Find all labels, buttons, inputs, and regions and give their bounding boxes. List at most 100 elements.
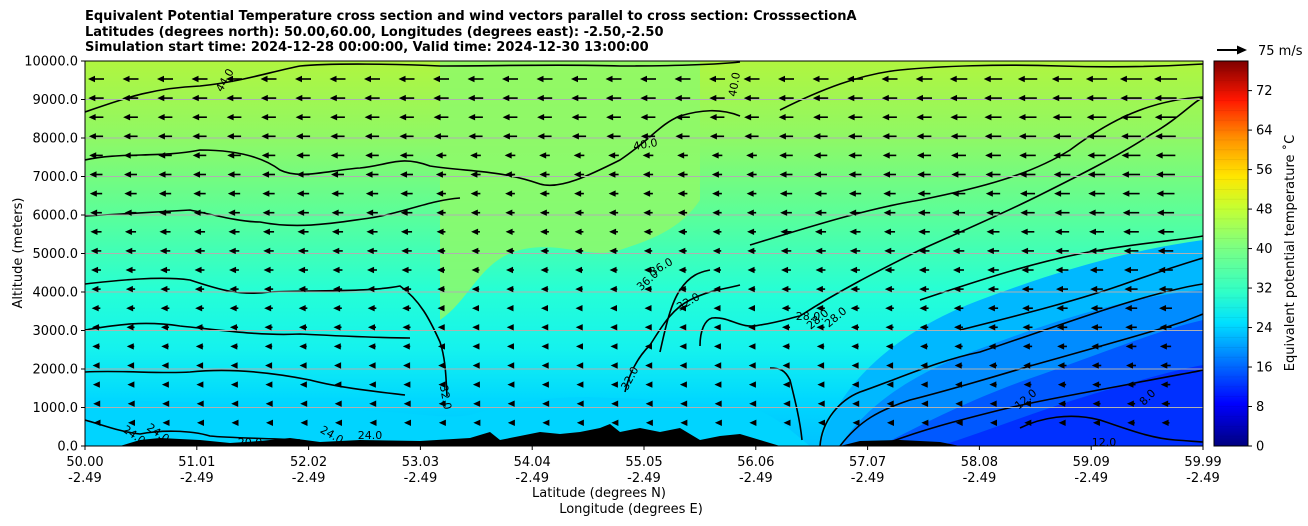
colorbar-gradient bbox=[1214, 61, 1248, 446]
wind-vector bbox=[1051, 75, 1073, 83]
contour-line bbox=[85, 109, 741, 187]
wind-vector bbox=[611, 419, 619, 426]
colorbar-tick-label: 32 bbox=[1256, 282, 1273, 297]
wind-vector bbox=[951, 171, 966, 178]
wind-vector bbox=[126, 324, 135, 331]
y-tick-label: 6000.0 bbox=[33, 209, 79, 224]
wind-vector bbox=[401, 247, 412, 255]
wind-vector bbox=[883, 228, 896, 235]
wind-vector bbox=[507, 381, 515, 388]
wind-vector bbox=[1122, 190, 1140, 197]
wind-vector bbox=[782, 362, 790, 369]
wind-vector bbox=[123, 114, 138, 121]
wind-vector bbox=[847, 94, 863, 102]
x-tick-latitude: 58.08 bbox=[961, 455, 998, 470]
contour-line bbox=[659, 269, 711, 353]
wind-vector bbox=[1121, 171, 1141, 178]
wind-vector bbox=[781, 266, 791, 274]
wind-vector bbox=[437, 343, 445, 350]
contour-line bbox=[85, 61, 741, 113]
contour-line bbox=[779, 63, 1203, 111]
wind-vector bbox=[127, 381, 135, 388]
wind-vector bbox=[1092, 419, 1101, 426]
wind-vector bbox=[506, 305, 514, 312]
wind-vector bbox=[1021, 285, 1034, 293]
wind-vector bbox=[127, 400, 135, 407]
wind-vector bbox=[157, 94, 173, 102]
wind-vector bbox=[955, 419, 963, 426]
wind-vector bbox=[1123, 247, 1139, 255]
wind-vector bbox=[885, 305, 894, 312]
wind-vector bbox=[1092, 381, 1101, 388]
wind-vector bbox=[611, 400, 619, 407]
wind-vector bbox=[818, 419, 825, 426]
wind-vector bbox=[330, 114, 345, 121]
wind-vector bbox=[90, 209, 102, 216]
wind-vector bbox=[814, 171, 827, 178]
wind-vector bbox=[1126, 400, 1136, 407]
wind-vector bbox=[367, 266, 377, 274]
x-tick-longitude: -2.49 bbox=[68, 471, 102, 486]
x-tick-latitude: 59.99 bbox=[1184, 455, 1221, 470]
wind-vector bbox=[539, 190, 550, 197]
wind-vector bbox=[1088, 209, 1105, 216]
wind-vector bbox=[195, 343, 204, 350]
wind-vector bbox=[438, 400, 446, 407]
x-tick-longitude: -2.49 bbox=[627, 471, 661, 486]
wind-vector bbox=[472, 305, 479, 312]
wind-vector bbox=[265, 362, 273, 369]
colorbar-tick-label: 64 bbox=[1256, 124, 1273, 139]
wind-vector bbox=[1053, 171, 1071, 178]
wind-vector bbox=[986, 247, 1000, 255]
wind-vector bbox=[1058, 400, 1066, 407]
wind-vector bbox=[1086, 94, 1107, 102]
wind-vector bbox=[885, 324, 894, 331]
y-tick-label: 7000.0 bbox=[33, 170, 79, 185]
wind-vector bbox=[921, 400, 929, 407]
wind-vector bbox=[747, 247, 756, 255]
wind-vector bbox=[575, 305, 583, 312]
wind-vector bbox=[886, 400, 894, 407]
wind-vector bbox=[1019, 152, 1036, 159]
wind-vector bbox=[851, 343, 859, 350]
wind-vector bbox=[541, 343, 549, 350]
wind-vector bbox=[608, 209, 619, 216]
wind-vector bbox=[401, 266, 412, 274]
wind-vector bbox=[1020, 209, 1035, 216]
wind-vector bbox=[125, 285, 136, 293]
wind-vector bbox=[91, 324, 101, 331]
wind-vector bbox=[1122, 209, 1140, 216]
wind-vector bbox=[743, 75, 760, 83]
wind-vector bbox=[1124, 285, 1138, 293]
wind-vector bbox=[1126, 362, 1136, 369]
wind-vector bbox=[746, 190, 757, 197]
wind-vector bbox=[851, 381, 859, 388]
wind-vector bbox=[1126, 381, 1136, 388]
wind-vector bbox=[403, 400, 411, 407]
wind-vector bbox=[433, 133, 449, 140]
wind-vector bbox=[950, 94, 967, 102]
wind-vector bbox=[1022, 343, 1033, 350]
wind-vector bbox=[193, 209, 206, 216]
wind-vector bbox=[814, 228, 827, 235]
wind-vector bbox=[368, 343, 376, 350]
wind-vector bbox=[714, 400, 722, 407]
y-tick-label: 1000.0 bbox=[33, 401, 79, 416]
wind-vector bbox=[709, 133, 725, 140]
wind-vector bbox=[954, 324, 963, 331]
wind-vector bbox=[778, 94, 794, 102]
wind-vector bbox=[194, 247, 205, 255]
wind-vector bbox=[781, 324, 791, 331]
wind-vector bbox=[782, 381, 790, 388]
wind-vector bbox=[196, 362, 204, 369]
wind-vector bbox=[297, 209, 309, 216]
wind-vector bbox=[678, 266, 687, 274]
quiver-key-arrowhead-icon bbox=[1237, 45, 1247, 55]
wind-vector bbox=[574, 247, 584, 255]
wind-vector bbox=[988, 324, 998, 331]
wind-vector bbox=[226, 94, 242, 102]
wind-vector bbox=[571, 75, 587, 83]
wind-vector bbox=[507, 419, 515, 426]
wind-vector bbox=[124, 228, 137, 235]
